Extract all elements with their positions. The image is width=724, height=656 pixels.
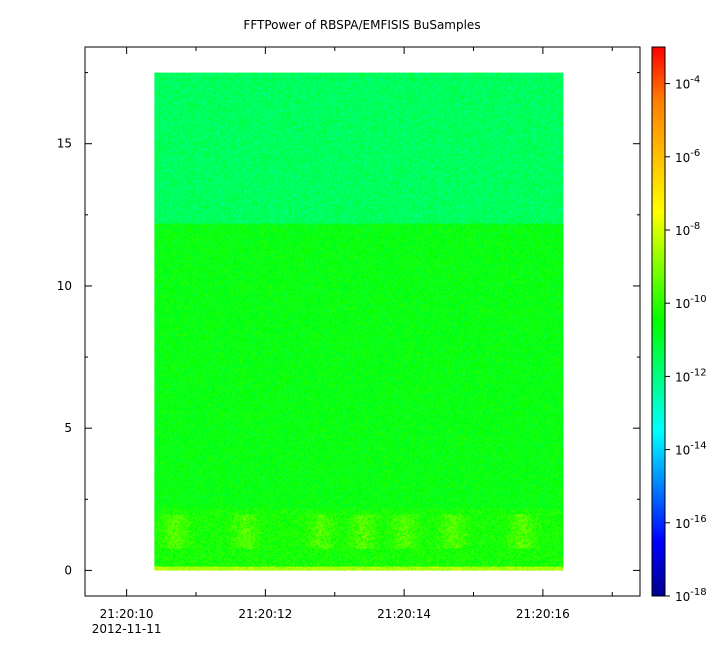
x-date-label: 2012-11-11 [92,622,162,636]
colorbar-tick-exponent: -6 [690,148,700,159]
colorbar-tick-label: 10-8 [675,221,700,238]
plot-frame [84,46,641,597]
colorbar-tick-label: 10-10 [675,294,707,311]
colorbar-tick-label: 10-4 [675,75,700,92]
colorbar-tick-base: 10 [675,297,690,311]
y-tick-label: 10 [57,279,72,293]
colorbar-tick-exponent: -4 [690,75,700,86]
x-tick-label: 21:20:12 [238,607,292,621]
colorbar-tick-base: 10 [675,517,690,531]
colorbar-tick-label: 10-6 [675,148,700,165]
colorbar-tick-label: 10-16 [675,514,707,531]
colorbar-tick-exponent: -14 [690,441,706,452]
colorbar-tick-exponent: -18 [690,587,706,598]
y-tick-label: 5 [64,421,72,435]
colorbar-tick-exponent: -12 [690,367,706,378]
colorbar-tick-label: 10-12 [675,367,707,384]
colorbar [651,46,666,597]
colorbar-tick-label: 10-18 [675,587,707,604]
x-tick-label: 21:20:16 [516,607,570,621]
spectrogram-image [154,72,564,571]
colorbar-tick-label: 10-14 [675,441,707,458]
colorbar-tick-exponent: -16 [690,514,706,525]
colorbar-tick-base: 10 [675,224,690,238]
colorbar-tick-base: 10 [675,590,690,604]
chart-title: FFTPower of RBSPA/EMFISIS BuSamples [243,18,481,32]
colorbar-tick-base: 10 [675,370,690,384]
x-tick-label: 21:20:14 [377,607,431,621]
colorbar-tick-exponent: -8 [690,221,700,232]
colorbar-tick-base: 10 [675,444,690,458]
y-tick-label: 15 [57,137,72,151]
colorbar-tick-base: 10 [675,78,690,92]
y-tick-label: 0 [64,563,72,577]
x-tick-label: 21:20:10 [100,607,154,621]
colorbar-tick-exponent: -10 [690,294,706,305]
colorbar-tick-base: 10 [675,151,690,165]
